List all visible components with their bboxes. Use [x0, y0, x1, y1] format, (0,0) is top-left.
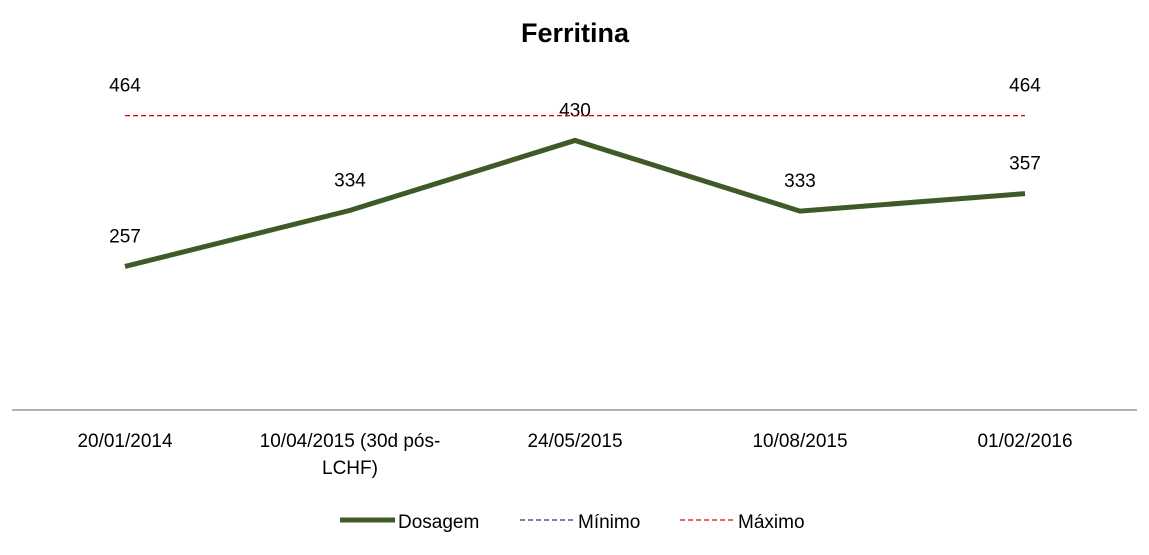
- series-line: [124, 137, 1026, 269]
- data-label: 357: [1009, 154, 1041, 175]
- x-tick-label: 10/04/2015 (30d pós-LCHF): [259, 431, 441, 479]
- chart-title: Ferritina: [521, 18, 630, 48]
- x-tick-label: 10/08/2015: [752, 431, 848, 452]
- legend-label: Mínimo: [578, 512, 640, 533]
- data-label: 334: [334, 170, 366, 191]
- data-label: 257: [109, 226, 141, 247]
- data-label: 430: [559, 100, 591, 121]
- x-tick-label: 20/01/2014: [77, 431, 173, 452]
- data-label: 464: [109, 76, 141, 97]
- legend-label: Dosagem: [398, 512, 479, 533]
- x-tick-label: 24/05/2015: [527, 431, 623, 452]
- legend-label: Máximo: [738, 512, 805, 533]
- data-label: 464: [1009, 76, 1041, 97]
- x-tick-label: 01/02/2016: [977, 431, 1073, 452]
- data-label: 333: [784, 171, 816, 192]
